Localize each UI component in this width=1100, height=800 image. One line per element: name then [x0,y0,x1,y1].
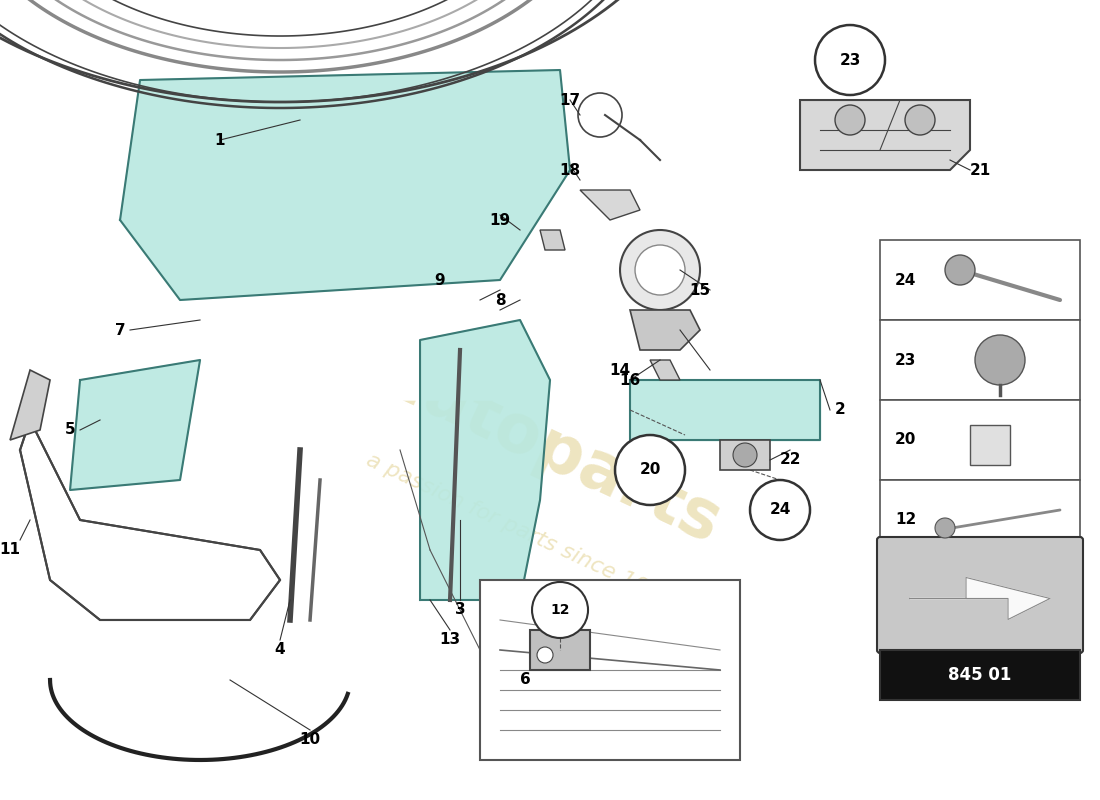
Bar [880,320,1080,400]
Text: a passion for parts since 1985: a passion for parts since 1985 [363,450,676,610]
Text: 10: 10 [299,733,320,747]
Text: 16: 16 [619,373,640,387]
Text: 15: 15 [690,282,711,298]
Polygon shape [0,0,685,102]
Circle shape [975,335,1025,385]
Text: 12: 12 [550,603,570,617]
Circle shape [905,105,935,135]
Circle shape [537,647,553,663]
Circle shape [815,25,886,95]
Circle shape [615,435,685,505]
Text: 21: 21 [969,162,991,178]
Circle shape [635,245,685,295]
Text: 12: 12 [895,513,916,527]
Polygon shape [630,310,700,350]
Text: 5: 5 [65,422,76,438]
Polygon shape [910,578,1050,619]
Text: 23: 23 [895,353,916,367]
Text: 11: 11 [0,542,21,558]
Circle shape [620,230,700,310]
Bar [530,630,590,670]
Circle shape [945,255,975,285]
Polygon shape [0,0,625,108]
Bar [540,610,570,630]
Bar [880,240,1080,320]
Bar [880,400,1080,480]
Polygon shape [70,360,200,490]
Text: 20: 20 [895,433,916,447]
Circle shape [578,93,621,137]
Polygon shape [540,230,565,250]
Polygon shape [0,0,713,400]
Bar [480,580,740,760]
Text: 9: 9 [434,273,446,287]
Text: 24: 24 [769,502,791,518]
Circle shape [532,582,588,638]
Polygon shape [120,70,570,300]
Text: 2: 2 [835,402,846,418]
FancyBboxPatch shape [877,537,1084,653]
Text: 3: 3 [454,602,465,618]
Polygon shape [20,420,281,620]
Text: 22: 22 [779,453,801,467]
Text: 1: 1 [214,133,225,147]
Text: 6: 6 [519,673,530,687]
Circle shape [750,480,810,540]
Bar [880,480,1080,560]
Polygon shape [650,360,680,380]
Text: 7: 7 [114,322,125,338]
Text: 23: 23 [839,53,860,67]
Text: 845 01: 845 01 [948,666,1012,684]
Polygon shape [630,380,820,440]
Text: autoparts: autoparts [370,342,730,558]
Text: 8: 8 [495,293,505,307]
Polygon shape [720,440,770,470]
Text: 24: 24 [895,273,916,287]
Circle shape [733,443,757,467]
Circle shape [835,105,865,135]
Text: 4: 4 [275,642,285,658]
Text: 19: 19 [490,213,510,227]
Polygon shape [800,100,970,170]
Polygon shape [420,320,550,600]
Text: 17: 17 [560,93,581,107]
Text: 20: 20 [639,462,661,478]
Polygon shape [10,370,49,440]
Circle shape [935,518,955,538]
Text: 18: 18 [560,162,581,178]
Bar [880,650,1080,700]
Text: 13: 13 [440,633,461,647]
Polygon shape [580,190,640,220]
Text: 14: 14 [609,362,630,378]
Bar [970,425,1010,465]
